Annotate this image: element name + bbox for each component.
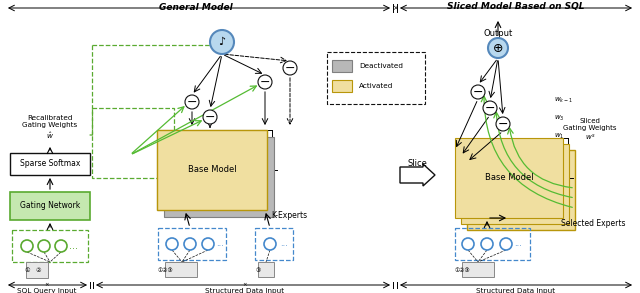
Circle shape bbox=[462, 238, 474, 250]
Text: −: − bbox=[498, 117, 508, 130]
Text: Gating Network: Gating Network bbox=[20, 202, 80, 210]
Bar bbox=[332, 80, 352, 92]
Text: Structured Data Input: Structured Data Input bbox=[476, 288, 556, 293]
Circle shape bbox=[258, 75, 272, 89]
Text: −: − bbox=[260, 76, 270, 88]
Bar bbox=[10, 192, 90, 220]
Text: Activated: Activated bbox=[359, 83, 394, 89]
Circle shape bbox=[184, 238, 196, 250]
Circle shape bbox=[203, 110, 217, 124]
Text: Recalibrated
Gating Weights
$\hat{w}$: Recalibrated Gating Weights $\hat{w}$ bbox=[22, 115, 77, 141]
Bar bbox=[455, 138, 563, 218]
Text: ♪: ♪ bbox=[218, 37, 225, 47]
Circle shape bbox=[21, 240, 33, 252]
Text: ...: ... bbox=[70, 241, 79, 251]
Circle shape bbox=[471, 85, 485, 99]
Text: Slice: Slice bbox=[407, 159, 427, 168]
Text: Deactivated: Deactivated bbox=[359, 63, 403, 69]
Bar bbox=[461, 144, 569, 224]
Text: SQL Query Input: SQL Query Input bbox=[17, 288, 77, 293]
Bar bbox=[157, 130, 267, 210]
Text: ①②③: ①②③ bbox=[454, 268, 470, 272]
Circle shape bbox=[500, 238, 512, 250]
Bar bbox=[258, 262, 274, 277]
FancyArrow shape bbox=[400, 164, 435, 186]
Circle shape bbox=[481, 238, 493, 250]
Bar bbox=[158, 228, 226, 260]
Text: ①: ① bbox=[24, 268, 30, 272]
Text: ...: ... bbox=[280, 239, 288, 248]
Text: $w_{k-1}$: $w_{k-1}$ bbox=[554, 96, 573, 105]
Circle shape bbox=[185, 95, 199, 109]
Bar bbox=[327, 52, 425, 104]
Bar bbox=[164, 137, 274, 217]
Bar bbox=[157, 130, 267, 210]
Circle shape bbox=[264, 238, 276, 250]
Circle shape bbox=[496, 117, 510, 131]
Bar bbox=[255, 228, 293, 260]
Text: ...: ... bbox=[514, 239, 522, 248]
Text: ...: ... bbox=[216, 239, 224, 248]
Text: Sliced
Gating Weights
$w^s$: Sliced Gating Weights $w^s$ bbox=[563, 118, 617, 142]
Text: ③: ③ bbox=[255, 268, 260, 272]
Circle shape bbox=[488, 38, 508, 58]
Bar bbox=[455, 228, 530, 260]
Text: ⊕: ⊕ bbox=[493, 42, 503, 54]
Text: ①②③: ①②③ bbox=[157, 268, 173, 272]
Circle shape bbox=[483, 101, 497, 115]
Text: −: − bbox=[205, 110, 215, 124]
Text: −: − bbox=[484, 101, 495, 115]
Text: ×: × bbox=[392, 5, 398, 11]
Bar bbox=[467, 150, 575, 230]
Text: −: − bbox=[285, 62, 295, 74]
Bar bbox=[12, 230, 88, 262]
Text: $w_1$: $w_1$ bbox=[554, 131, 564, 141]
Text: −: − bbox=[473, 86, 483, 98]
Circle shape bbox=[202, 238, 214, 250]
Text: ×: × bbox=[45, 282, 49, 287]
Circle shape bbox=[38, 240, 50, 252]
Text: Base Model: Base Model bbox=[188, 166, 236, 175]
Text: ×: × bbox=[243, 282, 247, 287]
Bar bbox=[10, 153, 90, 175]
Bar bbox=[462, 262, 494, 277]
Text: Structured Data Input: Structured Data Input bbox=[205, 288, 285, 293]
Text: $w_3$: $w_3$ bbox=[554, 113, 564, 122]
Circle shape bbox=[283, 61, 297, 75]
Bar bbox=[26, 262, 48, 278]
Circle shape bbox=[55, 240, 67, 252]
Text: Output: Output bbox=[483, 28, 513, 38]
Bar bbox=[165, 262, 197, 277]
Text: Sparse Softmax: Sparse Softmax bbox=[20, 159, 80, 168]
Circle shape bbox=[166, 238, 178, 250]
Text: ②: ② bbox=[35, 268, 41, 272]
Circle shape bbox=[210, 30, 234, 54]
Text: Selected Experts: Selected Experts bbox=[561, 219, 625, 227]
Text: Sliced Model Based on SQL: Sliced Model Based on SQL bbox=[447, 3, 585, 11]
Text: General Model: General Model bbox=[159, 3, 233, 11]
Text: −: − bbox=[187, 96, 197, 108]
Text: Base Model: Base Model bbox=[484, 173, 533, 183]
Text: K-Experts: K-Experts bbox=[271, 210, 307, 219]
Bar bbox=[92, 108, 174, 178]
Bar bbox=[332, 60, 352, 72]
